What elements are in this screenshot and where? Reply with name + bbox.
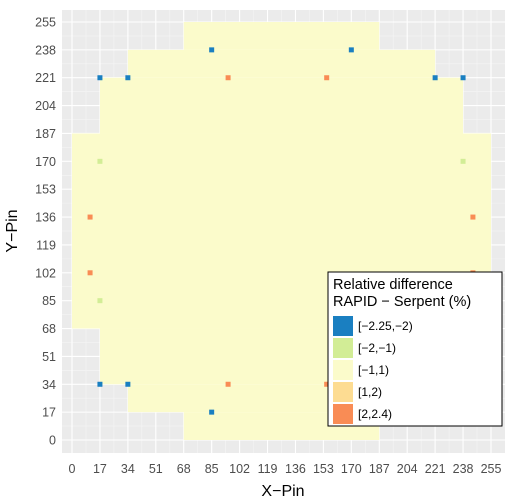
y-tick-label: 136: [35, 211, 56, 225]
hotspot-cell: [87, 214, 93, 220]
legend-swatch: [333, 316, 353, 336]
hotspot-cell: [209, 409, 215, 415]
x-tick-label: 119: [258, 462, 278, 476]
x-tick-label: 204: [397, 462, 418, 476]
x-tick-label: 34: [121, 462, 135, 476]
x-tick-label: 102: [229, 462, 250, 476]
core-cell-region: [99, 77, 464, 134]
y-tick-labels: 0 17 34 51 68 85 102 119 136 153 170 187 204 221 238 25…: [35, 16, 56, 448]
hotspot-cell: [125, 75, 131, 81]
hotspot-cell: [470, 214, 476, 220]
hotspot-cell: [225, 75, 231, 81]
hotspot-cell: [97, 75, 103, 81]
hotspot-cell: [432, 75, 438, 81]
hotspot-cell: [97, 158, 103, 164]
legend-box: [327, 271, 503, 427]
hotspot-cell: [225, 381, 231, 387]
hotspot-cell: [209, 47, 215, 53]
x-axis-title: X−Pin: [261, 483, 304, 500]
x-tick-label: 255: [481, 462, 502, 476]
y-tick-label: 153: [35, 183, 56, 197]
y-tick-label: 204: [35, 99, 56, 113]
x-tick-label: 170: [341, 462, 362, 476]
hotspot-cell: [460, 75, 466, 81]
y-tick-label: 102: [35, 266, 56, 280]
y-tick-label: 0: [49, 434, 56, 448]
x-tick-labels: 0 17 34 51 68 85 102 119 136 153 170 187 204 221 238 25…: [69, 462, 502, 476]
core-cell-region: [183, 22, 380, 50]
legend-swatch: [333, 360, 353, 380]
y-tick-label: 119: [36, 238, 56, 252]
legend: Relative difference RAPID − Serpent (%) …: [327, 271, 503, 427]
x-tick-label: 68: [177, 462, 191, 476]
legend-swatch: [333, 338, 353, 358]
x-tick-label: 51: [149, 462, 163, 476]
hotspots: [87, 47, 476, 415]
y-tick-label: 255: [35, 16, 56, 30]
y-tick-label: 68: [42, 322, 56, 336]
y-tick-label: 170: [35, 155, 56, 169]
x-tick-label: 0: [69, 462, 76, 476]
x-tick-label: 153: [313, 462, 334, 476]
y-tick-label: 221: [35, 71, 56, 85]
legend-label: [−2,−1): [358, 341, 396, 355]
legend-label: [−1,1): [358, 363, 389, 377]
y-tick-label: 85: [42, 294, 56, 308]
x-tick-label: 221: [425, 462, 446, 476]
y-tick-label: 187: [35, 127, 56, 141]
x-tick-label: 187: [369, 462, 390, 476]
y-axis-title: Y−Pin: [4, 209, 21, 252]
hotspot-cell: [97, 381, 103, 387]
legend-title-line1: Relative difference: [333, 277, 453, 293]
hotspot-cell: [125, 381, 131, 387]
hotspot-cell: [324, 75, 330, 81]
legend-title-line2: RAPID − Serpent (%): [333, 294, 471, 310]
x-tick-label: 17: [93, 462, 107, 476]
x-tick-label: 85: [205, 462, 219, 476]
hotspot-cell: [348, 47, 354, 53]
core-cell-region: [127, 49, 436, 78]
legend-label: [1,2): [358, 385, 382, 399]
hotspot-cell: [87, 270, 93, 276]
x-tick-label: 238: [453, 462, 474, 476]
x-tick-label: 136: [285, 462, 306, 476]
legend-items: [−2.25,−2) [−2,−1) [−1,1) [1,2) [2,2.4): [333, 316, 413, 424]
legend-label: [−2.25,−2): [358, 319, 413, 333]
y-tick-label: 34: [42, 378, 56, 392]
hotspot-cell: [97, 298, 103, 304]
y-tick-label: 17: [42, 406, 56, 420]
y-tick-label: 51: [42, 350, 56, 364]
legend-swatch: [333, 382, 353, 402]
legend-label: [2,2.4): [358, 407, 392, 421]
y-tick-label: 238: [35, 43, 56, 57]
hotspot-cell: [460, 158, 466, 164]
hotspot-cell: [324, 381, 330, 387]
legend-swatch: [333, 404, 353, 424]
